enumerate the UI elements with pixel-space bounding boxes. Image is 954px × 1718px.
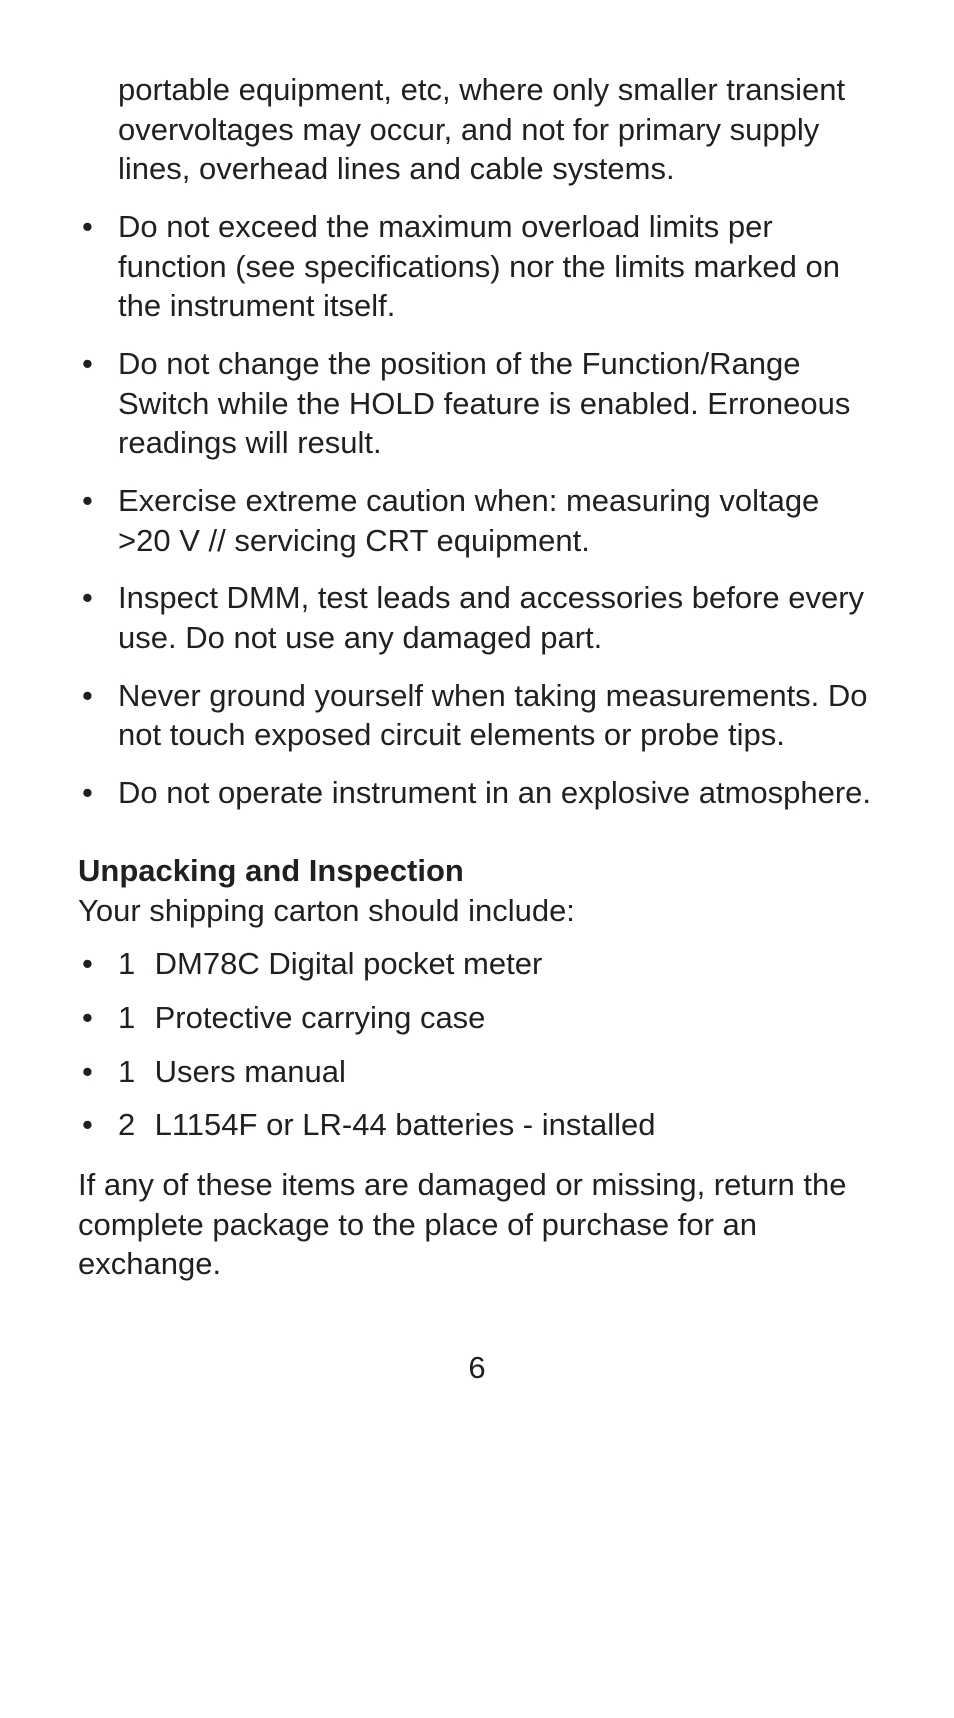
page-number: 6 — [78, 1350, 876, 1386]
safety-bullet-item: Exercise extreme caution when: measuring… — [78, 481, 876, 560]
contents-item: 1 Users manual — [78, 1052, 876, 1092]
contents-qty: 1 — [118, 1052, 146, 1092]
manual-page: portable equipment, etc, where only smal… — [0, 0, 954, 1386]
contents-desc: Protective carrying case — [155, 1000, 486, 1035]
contents-qty: 1 — [118, 944, 146, 984]
safety-bullet-item: Do not change the position of the Functi… — [78, 344, 876, 463]
contents-qty: 2 — [118, 1105, 146, 1145]
contents-item: 2 L1154F or LR-44 batteries - installed — [78, 1105, 876, 1145]
contents-list: 1 DM78C Digital pocket meter 1 Protectiv… — [78, 944, 876, 1145]
section-intro: Your shipping carton should include: — [78, 891, 876, 931]
contents-item: 1 DM78C Digital pocket meter — [78, 944, 876, 984]
safety-bullet-list: Do not exceed the maximum overload limit… — [78, 207, 876, 813]
contents-desc: DM78C Digital pocket meter — [155, 946, 543, 981]
contents-desc: Users manual — [155, 1054, 346, 1089]
safety-bullet-item: Do not exceed the maximum overload limit… — [78, 207, 876, 326]
contents-desc: L1154F or LR-44 batteries - installed — [155, 1107, 656, 1142]
section-title: Unpacking and Inspection — [78, 853, 876, 889]
contents-qty: 1 — [118, 998, 146, 1038]
safety-bullet-item: Inspect DMM, test leads and accessories … — [78, 578, 876, 657]
contents-item: 1 Protective carrying case — [78, 998, 876, 1038]
safety-bullet-item: Never ground yourself when taking measur… — [78, 676, 876, 755]
closing-paragraph: If any of these items are damaged or mis… — [78, 1165, 876, 1284]
safety-bullet-item: Do not operate instrument in an explosiv… — [78, 773, 876, 813]
continuation-paragraph: portable equipment, etc, where only smal… — [118, 70, 876, 189]
